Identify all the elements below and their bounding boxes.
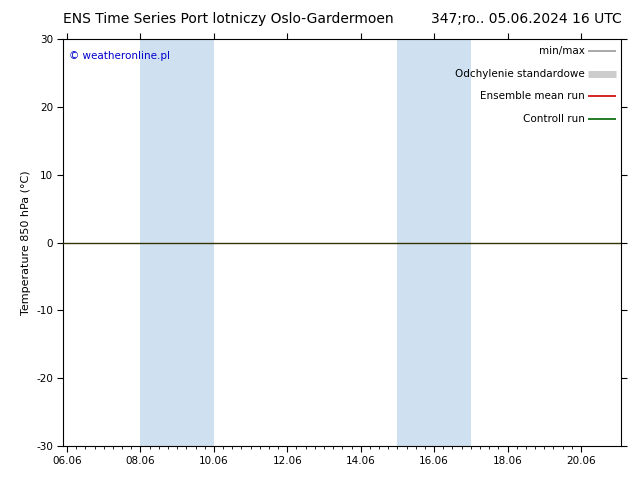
Bar — [141, 39, 214, 446]
Text: Controll run: Controll run — [523, 114, 585, 123]
Text: © weatheronline.pl: © weatheronline.pl — [69, 51, 170, 61]
Text: min/max: min/max — [539, 47, 585, 56]
Text: 347;ro.. 05.06.2024 16 UTC: 347;ro.. 05.06.2024 16 UTC — [430, 12, 621, 26]
Y-axis label: Temperature 850 hPa (°C): Temperature 850 hPa (°C) — [20, 170, 30, 315]
Bar — [398, 39, 471, 446]
Text: ENS Time Series Port lotniczy Oslo-Gardermoen: ENS Time Series Port lotniczy Oslo-Garde… — [63, 12, 394, 26]
Text: Odchylenie standardowe: Odchylenie standardowe — [455, 69, 585, 79]
Text: Ensemble mean run: Ensemble mean run — [481, 91, 585, 101]
